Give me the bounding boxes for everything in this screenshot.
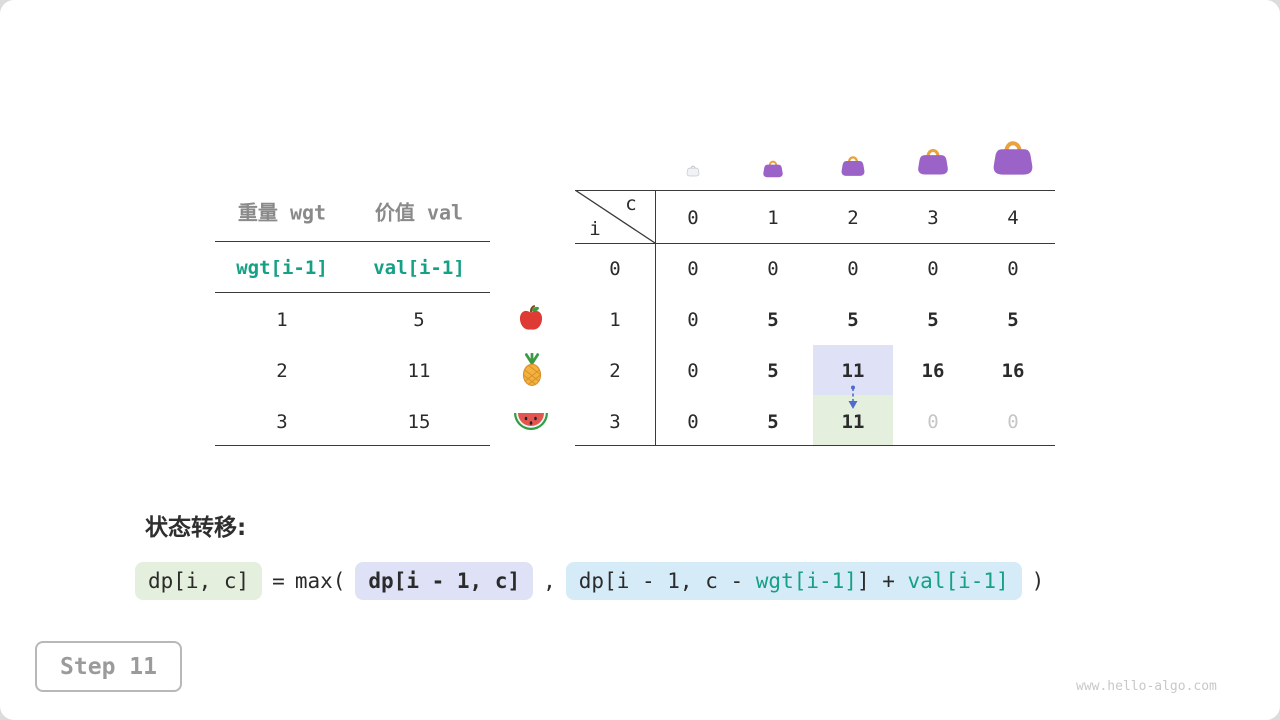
items-index-val: val[i-1] xyxy=(373,257,465,279)
dp-cell: 0 xyxy=(687,360,699,382)
item-wgt: 2 xyxy=(276,360,288,382)
dp-col-header: 2 xyxy=(847,207,859,229)
dp-table: c i 0 1 2 3 4 0 1 2 3 0 0 0 0 0 0 5 5 5 … xyxy=(575,190,1055,446)
dp-col-header: 4 xyxy=(1007,207,1019,229)
dp-corner-row-label: i xyxy=(589,218,601,240)
dp-cell: 16 xyxy=(1001,360,1025,382)
dp-cell: 5 xyxy=(767,411,779,433)
watermelon-icon xyxy=(513,410,549,432)
table-divider xyxy=(575,243,1055,244)
items-index-wgt: wgt[i-1] xyxy=(236,257,328,279)
dp-col-header: 1 xyxy=(767,207,779,229)
dp-cell: 0 xyxy=(767,258,779,280)
formula-arg2-part: ] + xyxy=(856,569,908,593)
table-divider xyxy=(215,292,490,293)
formula-lhs-box: dp[i, c] xyxy=(135,562,263,600)
formula-equals: = xyxy=(272,569,285,593)
dp-cell: 5 xyxy=(927,309,939,331)
item-val: 11 xyxy=(407,360,431,382)
dp-cell: 5 xyxy=(767,360,779,382)
table-divider xyxy=(575,445,1055,446)
pineapple-icon xyxy=(519,352,545,387)
bag-sm-icon xyxy=(840,153,866,178)
formula-arg2-part: dp[i - 1, c - xyxy=(578,569,756,593)
step-badge: Step 11 xyxy=(35,641,182,692)
dp-cell: 0 xyxy=(687,258,699,280)
dp-cell: 0 xyxy=(927,411,939,433)
transition-formula: dp[i, c] = max( dp[i - 1, c] , dp[i - 1,… xyxy=(135,558,1044,604)
dp-cell: 0 xyxy=(1007,411,1019,433)
bag-xs-icon xyxy=(762,158,784,179)
dp-row-header: 0 xyxy=(609,258,621,280)
item-val: 5 xyxy=(413,309,425,331)
dp-col-header: 3 xyxy=(927,207,939,229)
dp-row-header: 3 xyxy=(609,411,621,433)
item-wgt: 1 xyxy=(276,309,288,331)
formula-arg1-box: dp[i - 1, c] xyxy=(355,562,534,600)
formula-arg2-wgt: wgt[i-1] xyxy=(755,569,857,593)
items-table: 重量 wgt 价值 val wgt[i-1] val[i-1] 1 5 2 11… xyxy=(215,190,490,446)
dp-cell: 5 xyxy=(847,309,859,331)
formula-comma: , xyxy=(543,569,556,593)
dp-cell: 0 xyxy=(927,258,939,280)
formula-arg2-box: dp[i - 1, c - wgt[i-1] ] + val[i-1] xyxy=(565,562,1022,600)
dp-cell: 5 xyxy=(1007,309,1019,331)
bag-md-icon xyxy=(916,145,950,177)
dp-cell: 0 xyxy=(1007,258,1019,280)
item-val: 15 xyxy=(407,411,431,433)
dp-corner-col-label: c xyxy=(625,193,637,215)
formula-max-open: max( xyxy=(294,569,346,593)
items-col-header-value: 价值 val xyxy=(374,200,464,225)
table-divider xyxy=(575,190,1055,191)
bag-ghost-icon xyxy=(686,164,700,177)
step-label: Step 11 xyxy=(60,653,157,680)
apple-icon xyxy=(517,304,545,332)
corner-diagonal-line xyxy=(575,190,655,243)
table-divider xyxy=(215,241,490,242)
dp-cell: 16 xyxy=(921,360,945,382)
dp-cell: 0 xyxy=(687,309,699,331)
bag-lg-icon xyxy=(991,136,1035,178)
table-divider xyxy=(215,445,490,446)
dp-col-header: 0 xyxy=(687,207,699,229)
dp-cell-target: 11 xyxy=(841,411,865,433)
transition-heading: 状态转移: xyxy=(145,515,247,541)
dp-row-header: 2 xyxy=(609,360,621,382)
formula-close-paren: ) xyxy=(1031,569,1045,593)
dp-cell: 5 xyxy=(767,309,779,331)
dp-row-header: 1 xyxy=(609,309,621,331)
items-col-header-weight: 重量 wgt xyxy=(237,200,327,225)
item-wgt: 3 xyxy=(276,411,288,433)
table-divider xyxy=(655,190,656,445)
dp-cell: 0 xyxy=(847,258,859,280)
dp-cell: 0 xyxy=(687,411,699,433)
dp-cell-source: 11 xyxy=(841,360,865,382)
formula-arg2-val: val[i-1] xyxy=(907,569,1009,593)
watermark: www.hello-algo.com xyxy=(1076,679,1217,694)
arrow-down-icon xyxy=(848,385,858,409)
